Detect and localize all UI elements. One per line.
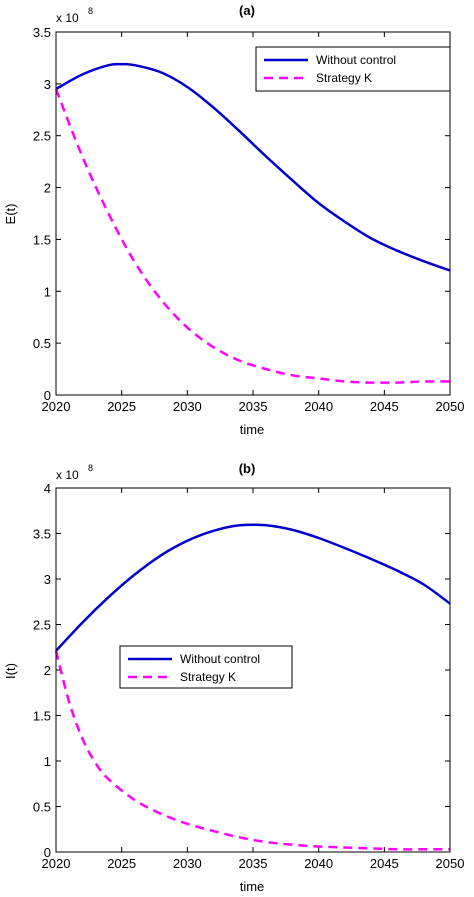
x-tick-label: 2025 [107, 399, 136, 414]
y-tick-label: 2 [44, 181, 51, 196]
y-tick-label: 3.5 [33, 25, 51, 40]
legend-box [255, 46, 451, 92]
legend-label: Strategy K [316, 71, 372, 85]
x-tick-label: 2050 [436, 856, 465, 871]
x-tick-labels: 2020 2025 2030 2035 2040 2045 2050 [42, 399, 465, 414]
y-tick-label: 4 [44, 481, 51, 496]
legend-box [119, 645, 293, 689]
y-tick-labels: 0 0.5 1 1.5 2 2.5 3 3.5 4 [33, 481, 51, 860]
y-tick-label: 0.5 [33, 336, 51, 351]
y-tick-label: 1.5 [33, 709, 51, 724]
y-tick-label: 2 [44, 663, 51, 678]
series-line-without-control [55, 523, 451, 652]
x-tick-labels: 2020 2025 2030 2035 2040 2045 2050 [42, 856, 465, 871]
y-tick-label: 3 [44, 572, 51, 587]
x-tick-label: 2020 [42, 856, 71, 871]
series-lines [54, 62, 451, 384]
y-tick-label: 3 [44, 77, 51, 92]
y-tick-label: 1 [44, 284, 51, 299]
legend-label: Strategy K [180, 670, 236, 684]
x-tick-label: 2040 [304, 399, 333, 414]
y-multiplier-base: x 10 [56, 11, 79, 25]
y-tick-label: 1.5 [33, 232, 51, 247]
y-tick-label: 0 [44, 388, 51, 403]
legend-label: Without control [180, 652, 260, 666]
chart-title: (b) [239, 461, 256, 476]
y-tick-labels: 0 0.5 1 1.5 2 2.5 3 3.5 [33, 25, 51, 403]
axes-frame [55, 487, 451, 853]
x-tick-label: 2035 [239, 856, 268, 871]
chart-panel-b: (b) x 10 8 I(t) time 2020 2025 2030 2035… [3, 461, 464, 894]
x-tick-label: 2020 [42, 399, 71, 414]
legend: Without control Strategy K [119, 645, 293, 689]
chart-panel-a: (a) x 10 8 E(t) time 2020 2025 2030 2035… [3, 3, 464, 437]
y-tick-label: 1 [44, 754, 51, 769]
legend: Without control Strategy K [255, 46, 451, 92]
x-tick-label: 2035 [239, 399, 268, 414]
x-axis-label: time [240, 422, 265, 437]
x-axis-label: time [240, 879, 265, 894]
y-axis-label: E(t) [3, 204, 18, 225]
chart-title: (a) [239, 3, 255, 18]
axes-frame [55, 31, 451, 396]
y-tick-label: 2.5 [33, 618, 51, 633]
x-tick-label: 2045 [370, 856, 399, 871]
x-tick-label: 2025 [107, 856, 136, 871]
y-tick-label: 3.5 [33, 527, 51, 542]
series-lines [54, 523, 451, 851]
series-line-strategy-k [54, 650, 450, 851]
y-multiplier-exponent: 8 [88, 463, 93, 473]
x-tick-label: 2030 [173, 856, 202, 871]
y-tick-label: 0 [44, 845, 51, 860]
y-multiplier-exponent: 8 [88, 6, 93, 16]
y-axis-label: I(t) [3, 663, 18, 679]
series-line-without-control [55, 62, 451, 272]
y-multiplier-base: x 10 [56, 468, 79, 482]
x-tick-label: 2045 [370, 399, 399, 414]
legend-label: Without control [316, 53, 396, 67]
y-tick-label: 0.5 [33, 800, 51, 815]
series-line-strategy-k [54, 88, 451, 384]
x-tick-label: 2040 [304, 856, 333, 871]
x-tick-label: 2050 [436, 399, 465, 414]
x-tick-label: 2030 [173, 399, 202, 414]
y-tick-label: 2.5 [33, 129, 51, 144]
